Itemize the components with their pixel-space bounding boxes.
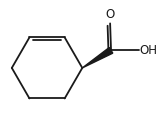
Polygon shape (82, 47, 113, 68)
Text: OH: OH (140, 44, 158, 57)
Text: O: O (105, 8, 115, 21)
